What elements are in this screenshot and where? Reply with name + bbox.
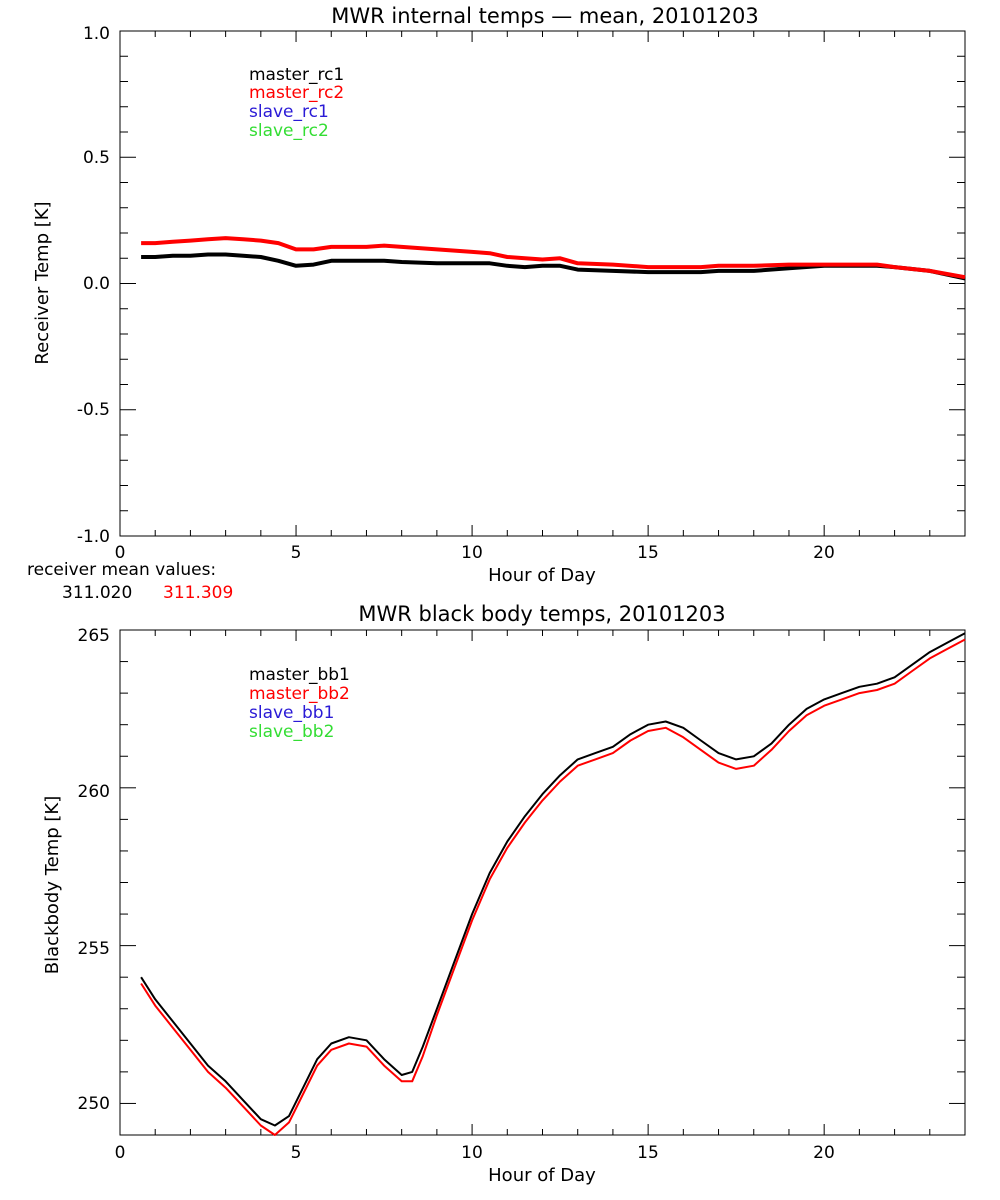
y-tick-label: 265: [78, 626, 110, 646]
y-axis-tick-labels: 250 255 260 265: [78, 626, 110, 1114]
x-tick-label: 10: [461, 543, 483, 563]
chart-title: MWR black body temps, 20101203: [358, 602, 725, 626]
x-tick-label: 5: [291, 1143, 302, 1163]
legend: master_bb1 master_bb2 slave_bb1 slave_bb…: [249, 665, 350, 742]
y-axis-tick-labels: -1.0 -0.5 0.0 0.5 1.0: [77, 24, 110, 547]
series-line-master-rc2: [141, 236, 966, 280]
series-lines: [141, 236, 966, 281]
receiver-mean-value-slave: 311.309: [163, 583, 233, 603]
x-tick-label: 15: [637, 1143, 659, 1163]
series-lines: [140, 632, 966, 1136]
x-axis-tick-labels: 0 5 10 15 20: [115, 1143, 835, 1163]
legend-entry-slave-bb1: slave_bb1: [249, 703, 334, 723]
series-line-master-bb1: [140, 632, 966, 1127]
chart-title: MWR internal temps — mean, 20101203: [331, 4, 758, 28]
x-axis-ticks: [119, 31, 966, 536]
x-axis-label: Hour of Day: [488, 565, 596, 586]
y-axis-ticks: [120, 30, 965, 537]
legend-entry-slave-rc2: slave_rc2: [249, 121, 329, 141]
blackbody-temp-chart: MWR black body temps, 20101203 0 5 10 15…: [42, 602, 966, 1186]
x-axis-tick-labels: 0 5 10 15 20: [115, 543, 835, 563]
x-axis-ticks: [119, 630, 966, 1135]
y-tick-label: 250: [78, 1094, 110, 1114]
x-axis-label: Hour of Day: [488, 1165, 596, 1186]
y-axis-label: Receiver Temp [K]: [32, 201, 53, 364]
x-tick-label: 10: [461, 1143, 483, 1163]
series-line-master-rc1: [141, 252, 966, 281]
x-tick-label: 20: [813, 543, 835, 563]
legend-entry-slave-rc1: slave_rc1: [249, 102, 329, 122]
x-tick-label: 0: [115, 543, 126, 563]
y-tick-label: 255: [78, 939, 110, 959]
y-axis-ticks: [120, 629, 965, 1136]
legend: master_rc1 master_rc2 slave_rc1 slave_rc…: [249, 65, 344, 141]
legend-entry-master-rc1: master_rc1: [249, 65, 344, 85]
y-tick-label: -0.5: [77, 400, 110, 420]
x-tick-label: 5: [291, 543, 302, 563]
series-line-master-bb2: [140, 638, 966, 1136]
receiver-mean-value-master: 311.020: [62, 583, 132, 603]
y-tick-label: 0.0: [83, 274, 110, 294]
y-axis-label: Blackbody Temp [K]: [42, 796, 63, 974]
x-tick-label: 0: [115, 1143, 126, 1163]
y-tick-label: 1.0: [83, 24, 110, 44]
legend-entry-master-bb1: master_bb1: [249, 665, 350, 685]
x-tick-label: 15: [637, 543, 659, 563]
legend-entry-slave-bb2: slave_bb2: [249, 722, 334, 742]
legend-entry-master-rc2: master_rc2: [249, 83, 344, 103]
x-tick-label: 20: [813, 1143, 835, 1163]
receiver-temp-chart: MWR internal temps — mean, 20101203 0 5 …: [27, 4, 966, 603]
receiver-mean-label: receiver mean values:: [27, 560, 216, 580]
y-tick-label: 260: [78, 782, 110, 802]
y-tick-label: 0.5: [83, 148, 110, 168]
y-tick-label: -1.0: [77, 527, 110, 547]
legend-entry-master-bb2: master_bb2: [249, 684, 350, 704]
